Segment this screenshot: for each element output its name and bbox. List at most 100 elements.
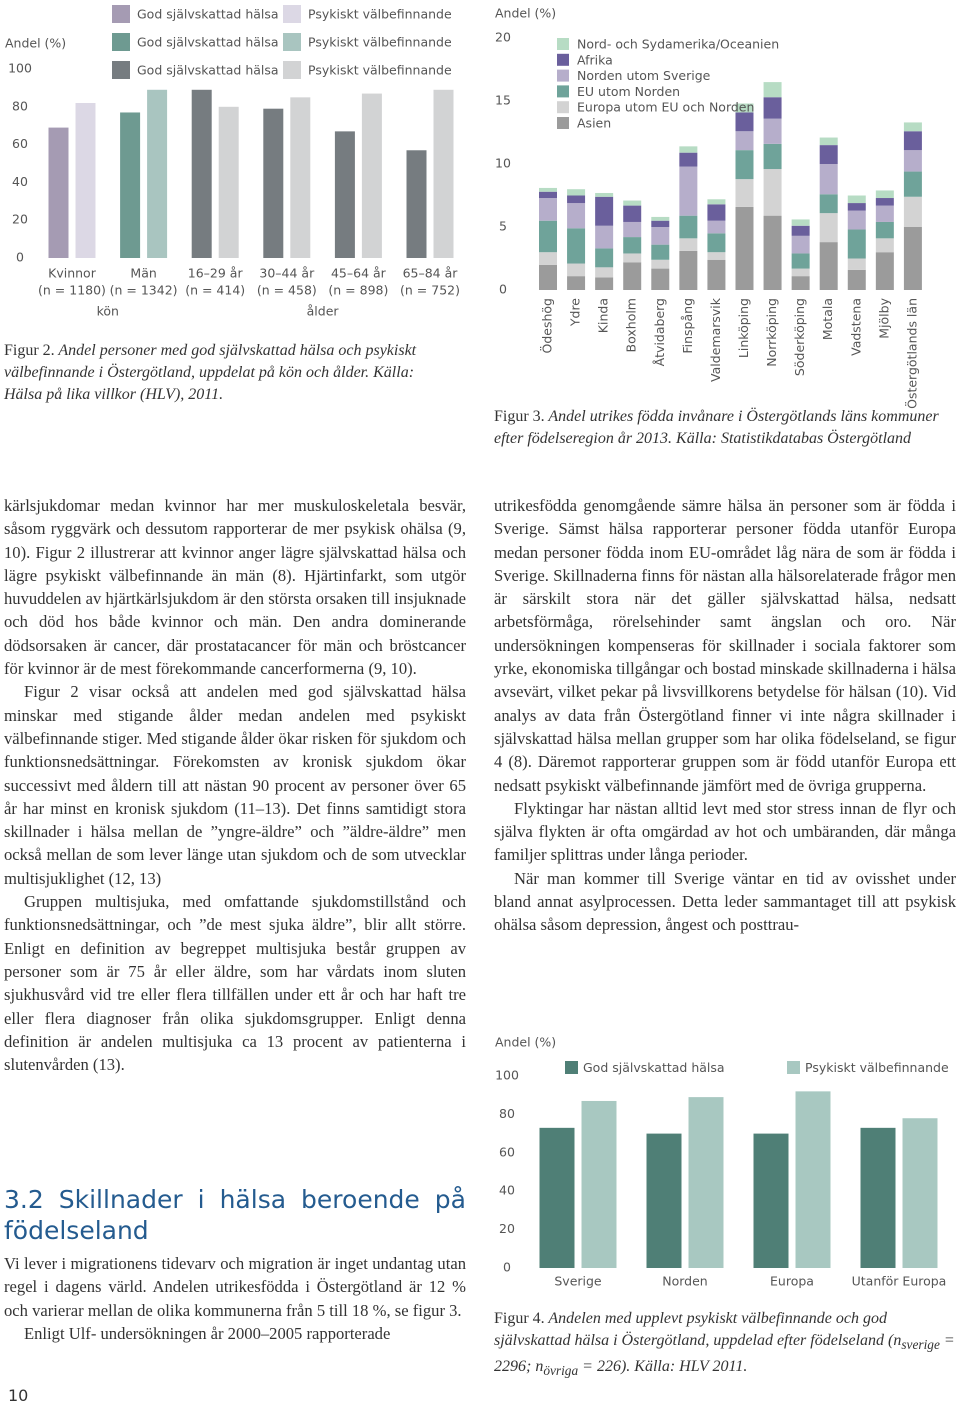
legend-label: Europa utom EU och Norden	[577, 100, 754, 115]
paragraph: Gruppen multisjuka, med omfattande sjukd…	[4, 892, 466, 1075]
y-tick-label: 20	[495, 30, 511, 45]
x-tick-note: (n = 458)	[257, 283, 317, 298]
paragraph: När man kommer till Sverige väntar en ti…	[494, 868, 956, 935]
x-tick-label: 65–84 år	[403, 266, 459, 281]
caption-subscript: övriga	[543, 1363, 579, 1379]
legend-label: Psykiskt välbefinnande	[308, 7, 452, 22]
bar-segment	[539, 264, 557, 290]
y-tick-label: 60	[12, 136, 28, 151]
bar-segment	[791, 225, 810, 236]
x-tick-label: 16–29 år	[188, 266, 244, 281]
bar-segment	[875, 198, 894, 206]
x-tick-label: Norrköping	[764, 298, 779, 367]
x-tick-label: Sverige	[554, 1274, 602, 1289]
legend-swatch	[557, 53, 569, 66]
x-tick-label: 45–64 år	[331, 266, 387, 281]
legend-label: Norden utom Sverige	[577, 68, 711, 83]
figure-caption: Figur 4. Andelen med upplevt psykiskt vä…	[494, 1308, 956, 1382]
caption-subscript: sverige	[901, 1337, 940, 1353]
y-tick-label: 20	[12, 212, 28, 227]
bar-segment	[819, 137, 838, 146]
caption-text: = 226). Källa: HLV 2011.	[578, 1358, 748, 1376]
legend-label: God självskattad hälsa	[137, 7, 279, 22]
legend-swatch	[283, 33, 301, 51]
bar	[539, 1127, 575, 1268]
y-tick-label: 80	[12, 98, 28, 113]
legend-label: Psykiskt välbefinnande	[805, 1060, 949, 1075]
bar-segment	[735, 131, 754, 151]
bar	[75, 103, 96, 259]
bar-segment	[847, 203, 866, 211]
legend-swatch	[557, 85, 569, 98]
bar	[48, 127, 69, 258]
bar-segment	[651, 259, 670, 269]
legend-label: God självskattad hälsa	[583, 1060, 725, 1075]
x-tick-label: Söderköping	[792, 298, 807, 376]
bar	[191, 89, 212, 258]
text-column: kärlsjukdomar medan kvinnor har mer musk…	[4, 494, 466, 1076]
caption-text: Andel utrikes födda invånare i Östergötl…	[494, 408, 939, 447]
legend-swatch	[283, 5, 301, 23]
group-label: kön	[97, 304, 119, 319]
bar-segment	[623, 237, 642, 254]
y-tick-label: 0	[16, 250, 24, 265]
legend-label: Nord- och Sydamerika/Oceanien	[577, 37, 779, 52]
paragraph: Figur 2 visar också att andelen med god …	[4, 682, 466, 888]
y-tick-label: 20	[499, 1221, 515, 1236]
bar-segment	[707, 233, 726, 253]
x-tick-note: (n = 414)	[185, 283, 245, 298]
x-tick-label: Åtvidaberg	[652, 298, 667, 366]
bar-segment	[819, 164, 838, 195]
legend-swatch	[557, 69, 569, 82]
paragraph: Vi lever i migrationens tidevarv och mig…	[4, 1254, 466, 1320]
bar-segment	[735, 179, 754, 207]
y-axis-label: Andel (%)	[5, 36, 66, 51]
bar	[795, 1091, 831, 1268]
bar-segment	[567, 276, 586, 290]
bar-segment	[595, 225, 614, 249]
figure-label: Figur 2.	[4, 342, 55, 359]
bar-segment	[903, 131, 922, 151]
bar	[902, 1118, 938, 1268]
bar-segment	[791, 219, 810, 226]
bar-segment	[623, 262, 642, 290]
x-tick-label: Boxholm	[624, 298, 639, 352]
bar-segment	[651, 227, 670, 245]
y-tick-label: 40	[499, 1183, 515, 1198]
x-tick-label: Motala	[820, 298, 835, 340]
x-tick-note: (n = 1180)	[38, 283, 106, 298]
bar-segment	[903, 171, 922, 197]
x-tick-label: Mjölby	[876, 297, 891, 338]
legend-swatch	[557, 101, 569, 114]
legend-swatch	[112, 33, 130, 51]
x-tick-label: Europa	[770, 1274, 814, 1289]
bar-segment	[539, 187, 557, 192]
y-tick-label: 60	[499, 1144, 515, 1159]
bar-segment	[651, 244, 670, 260]
legend-label: Psykiskt välbefinnande	[308, 35, 452, 50]
caption-text: = 2296; n	[494, 1332, 955, 1376]
legend-label: EU utom Norden	[577, 84, 680, 99]
bar-segment	[707, 199, 726, 205]
bar	[433, 89, 454, 258]
bar-segment	[735, 103, 754, 113]
x-tick-label: 30–44 år	[259, 266, 315, 281]
bar-segment	[595, 267, 614, 278]
legend-swatch	[787, 1061, 800, 1074]
bar-segment	[791, 253, 810, 269]
bar-segment	[763, 215, 782, 290]
y-tick-label: 0	[499, 282, 507, 297]
bar-segment	[539, 252, 557, 265]
y-tick-label: 10	[495, 156, 511, 171]
x-tick-label: Finspång	[680, 298, 695, 354]
bar-segment	[595, 277, 614, 290]
caption-text: Andelen med upplevt psykiskt välbefinnan…	[494, 1310, 902, 1349]
x-tick-label: Män	[130, 266, 156, 281]
legend-label: Afrika	[577, 52, 613, 67]
group-label: ålder	[307, 304, 340, 319]
bar-segment	[875, 238, 894, 253]
bar-segment	[707, 259, 726, 290]
legend-swatch	[557, 38, 569, 50]
x-tick-note: (n = 1342)	[110, 283, 178, 298]
